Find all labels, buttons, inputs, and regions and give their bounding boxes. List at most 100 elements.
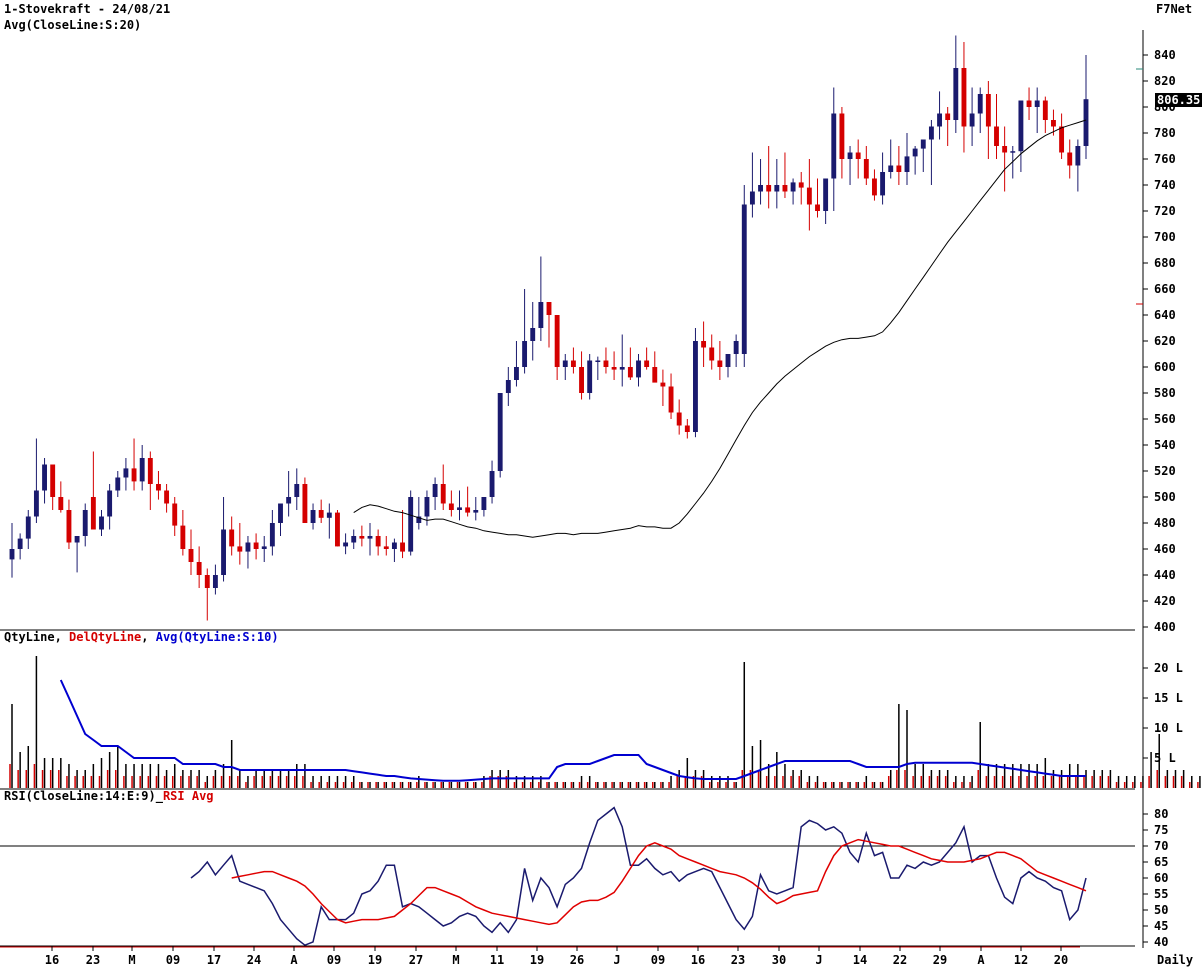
rsi-tick-label: 45: [1154, 919, 1168, 933]
candle-body: [782, 185, 788, 192]
price-tick-label: 840: [1154, 48, 1176, 62]
rsi-tick-label: 55: [1154, 887, 1168, 901]
candle-body: [587, 360, 593, 393]
price-tick-label: 760: [1154, 152, 1176, 166]
x-tick-label: J: [815, 953, 822, 967]
rsi-tick-label: 50: [1154, 903, 1168, 917]
candle-body: [489, 471, 495, 497]
rsi-avg-legend: RSI Avg: [162, 789, 214, 803]
x-tick-label: J: [613, 953, 620, 967]
candle-body: [806, 187, 812, 205]
candle-body: [156, 484, 161, 491]
candle-body: [416, 516, 422, 523]
candle-body: [391, 542, 397, 549]
candle-body: [139, 458, 145, 482]
candle-body: [180, 525, 186, 549]
candle-body: [815, 204, 820, 211]
candle-body: [131, 468, 137, 482]
x-tick-label: A: [977, 953, 985, 967]
x-tick-label: 09: [166, 953, 180, 967]
candle-body: [790, 182, 796, 192]
x-tick-label: 26: [570, 953, 584, 967]
price-tick-label: 820: [1154, 74, 1176, 88]
candle-body: [1067, 152, 1073, 166]
candle-body: [725, 354, 731, 367]
x-tick-label: 09: [651, 953, 665, 967]
rsi-average-line: [231, 838, 1087, 926]
x-tick-label: 30: [772, 953, 786, 967]
moving-average-line: [353, 119, 1087, 538]
candle-body: [766, 185, 772, 192]
rsi-legend: RSI(CloseLine:14:E:9): [4, 789, 156, 803]
price-tick-label: 720: [1154, 204, 1176, 218]
candle-body: [286, 497, 292, 504]
candle-body: [188, 549, 194, 562]
candle-body: [603, 360, 609, 367]
candle-body: [310, 510, 316, 523]
candle-body: [888, 165, 894, 172]
candle-body: [831, 113, 837, 179]
candle-body: [701, 341, 707, 348]
candle-body: [733, 341, 739, 354]
candle-body: [920, 139, 926, 149]
rsi-tick-label: 80: [1154, 807, 1168, 821]
price-tick-label: 580: [1154, 386, 1176, 400]
candle-body: [261, 546, 267, 549]
candle-body: [42, 464, 47, 491]
candle-body: [440, 484, 446, 504]
price-panel: [9, 35, 1089, 621]
x-tick-label: 23: [731, 953, 745, 967]
candle-body: [1026, 100, 1032, 107]
rsi-panel: [0, 806, 1135, 947]
candle-body: [855, 152, 861, 159]
candle-body: [937, 113, 942, 127]
candle-body: [375, 536, 381, 547]
candle-body: [872, 178, 877, 196]
candle-body: [709, 347, 715, 361]
candle-body: [904, 156, 910, 172]
candle-body: [123, 468, 129, 478]
last-price-label: 806.35: [1157, 93, 1200, 107]
price-tick-label: 480: [1154, 516, 1176, 530]
candle-body: [204, 575, 210, 588]
candle-body: [693, 341, 698, 432]
rsi-tick-label: 70: [1154, 839, 1168, 853]
candle-body: [774, 185, 780, 192]
x-tick-label: M: [452, 953, 459, 967]
candle-body: [82, 510, 88, 536]
volume-tick-label: 20 L: [1154, 661, 1183, 675]
chart-title: 1-Stovekraft - 24/08/21: [4, 2, 171, 16]
candle-body: [90, 497, 96, 530]
x-tick-label: 12: [1014, 953, 1028, 967]
candle-body: [1051, 120, 1056, 127]
candle-body: [221, 529, 226, 575]
candle-body: [945, 113, 951, 120]
candle-body: [530, 328, 536, 341]
price-tick-label: 520: [1154, 464, 1176, 478]
candle-body: [107, 490, 113, 517]
candle-body: [847, 152, 853, 159]
price-tick-label: 780: [1154, 126, 1176, 140]
candle-body: [839, 113, 845, 159]
candle-body: [579, 367, 584, 393]
candle-body: [25, 516, 31, 539]
x-axis-ticks: 16 23 M 09 17 24 A 09 19 27 M 11 19 26 J 09 16 23 30 J 14 22 2…: [45, 946, 1193, 967]
candle-body: [359, 536, 365, 539]
candle-body: [115, 477, 121, 491]
x-tick-label: 24: [247, 953, 261, 967]
candle-body: [684, 425, 690, 432]
candle-body: [457, 507, 462, 510]
candle-body: [424, 497, 430, 517]
candle-body: [554, 315, 560, 367]
x-tick-label: 23: [86, 953, 100, 967]
candle-body: [1059, 126, 1065, 153]
candle-body: [969, 113, 975, 127]
price-tick-label: 400: [1154, 620, 1176, 634]
candle-body: [928, 126, 934, 140]
x-tick-label: 29: [933, 953, 947, 967]
candle-body: [1042, 100, 1048, 120]
candle-body: [318, 510, 324, 518]
candle-body: [823, 178, 829, 211]
candle-body: [912, 148, 918, 157]
